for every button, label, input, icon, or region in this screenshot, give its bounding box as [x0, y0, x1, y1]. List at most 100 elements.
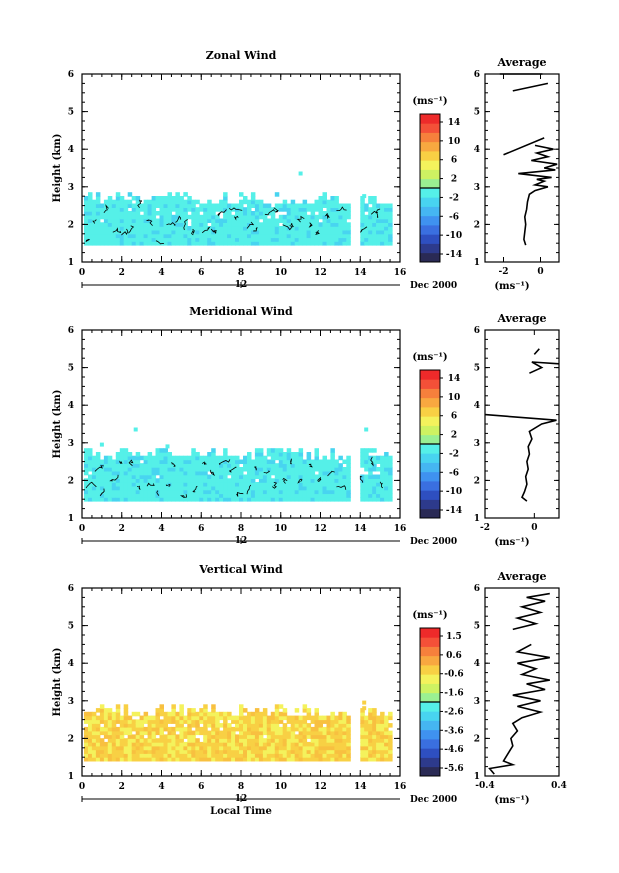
heatmap-cell: [318, 463, 323, 468]
heatmap-cell: [103, 241, 109, 246]
heatmap-cell: [127, 485, 133, 491]
heatmap-cell: [127, 478, 133, 483]
heatmap-cell: [171, 715, 176, 721]
heatmap-cell: [135, 226, 141, 231]
colorbar-swatch: [420, 444, 440, 454]
colorbar-swatch: [420, 114, 440, 124]
heatmap-cell: [111, 497, 117, 502]
heatmap-cell: [199, 467, 204, 472]
heatmap-cell: [306, 726, 312, 732]
heatmap-cell: [223, 467, 228, 472]
heatmap-cell: [143, 474, 149, 479]
heatmap-cell: [290, 715, 296, 721]
heatmap-cell: [388, 489, 393, 495]
heatmap-cell: [239, 222, 244, 227]
heatmap-cell: [151, 489, 157, 495]
colorbar-swatch: [420, 683, 440, 694]
heatmap-cell: [167, 241, 172, 246]
heatmap-cell: [360, 199, 365, 205]
date-label: Dec 2000: [410, 281, 457, 291]
heatmap-cell: [215, 741, 220, 747]
heatmap-cell: [290, 211, 296, 216]
heatmap-cell: [175, 478, 180, 483]
heatmap-cell: [111, 489, 117, 495]
heatmap-cell: [159, 738, 164, 743]
heatmap-cell: [179, 237, 184, 242]
heatmap-cell: [179, 229, 184, 235]
heatmap-cell: [372, 493, 377, 498]
heatmap-cell: [360, 485, 365, 491]
heatmap-cell: [99, 738, 105, 743]
heatmap-cell: [243, 485, 248, 491]
heatmap-cell: [151, 497, 157, 502]
colorbar-swatch: [420, 729, 440, 740]
heatmap-cell: [159, 203, 164, 208]
heatmap-cell: [388, 474, 393, 479]
heatmap-cell: [298, 229, 304, 235]
heatmap-cell: [388, 463, 393, 468]
heatmap-cell: [155, 730, 160, 736]
heatmap-cell: [342, 470, 347, 476]
heatmap-cell: [223, 214, 228, 220]
heatmap-cell: [179, 753, 184, 758]
heatmap-cell: [203, 708, 208, 713]
heatmap-cell: [91, 229, 97, 235]
heatmap-cell: [95, 214, 101, 220]
heatmap-cell: [151, 726, 157, 732]
heatmap-cell: [368, 463, 373, 468]
heatmap-cell: [368, 474, 373, 479]
heatmap-cell: [155, 719, 160, 724]
heatmap-cell: [346, 470, 351, 476]
heatmap-cell: [183, 719, 188, 724]
heatmap-cell: [368, 229, 373, 235]
y-tick-label: 4: [68, 659, 74, 669]
heatmap-cell: [364, 474, 369, 479]
heatmap-cell: [286, 470, 292, 476]
heatmap-cell: [207, 214, 212, 220]
heatmap-cell: [306, 467, 312, 472]
heatmap-cell: [88, 741, 93, 747]
heatmap-cell: [310, 218, 316, 223]
heatmap-cell: [314, 452, 319, 457]
heatmap-cell: [270, 753, 276, 758]
heatmap-cell: [266, 719, 272, 724]
heatmap-cell: [254, 452, 260, 457]
heatmap-cell: [111, 470, 117, 476]
heatmap-cell: [199, 241, 204, 246]
colorbar-swatch: [420, 490, 440, 500]
heatmap-cell: [376, 493, 381, 498]
heatmap-cell: [88, 237, 93, 242]
heatmap-cell: [95, 192, 101, 197]
heatmap-cell: [84, 463, 89, 468]
contour-line: [165, 483, 171, 487]
heatmap-cell: [207, 485, 212, 491]
heatmap-cell: [239, 708, 244, 713]
heatmap-cell: [95, 497, 101, 502]
heatmap-cell: [235, 741, 240, 747]
heatmap-cell: [227, 211, 232, 216]
heatmap-cell: [298, 738, 304, 743]
heatmap-cell: [215, 485, 220, 491]
heatmap-cell: [195, 229, 200, 235]
heatmap-cell: [380, 237, 385, 242]
heatmap-cell: [151, 237, 157, 242]
heatmap-cell: [131, 485, 137, 491]
heatmap-cell: [135, 452, 141, 457]
heatmap-cell: [127, 463, 133, 468]
heatmap-cell: [139, 734, 145, 739]
heatmap-cell: [135, 489, 141, 495]
heatmap-cell: [91, 482, 97, 487]
heatmap-cell: [211, 222, 216, 227]
heatmap-cell: [155, 467, 160, 472]
heatmap-cell: [187, 203, 192, 208]
heatmap-cell: [91, 233, 97, 239]
heatmap-cell: [290, 233, 296, 239]
heatmap-cell: [250, 745, 256, 751]
heatmap-cell: [223, 207, 228, 212]
heatmap-cell: [135, 730, 141, 736]
heatmap-cell: [262, 726, 268, 732]
average-x-tick-label: 0: [537, 267, 543, 277]
heatmap-cell: [318, 493, 323, 498]
heatmap-cell: [183, 478, 188, 483]
heatmap-cell: [262, 463, 268, 468]
